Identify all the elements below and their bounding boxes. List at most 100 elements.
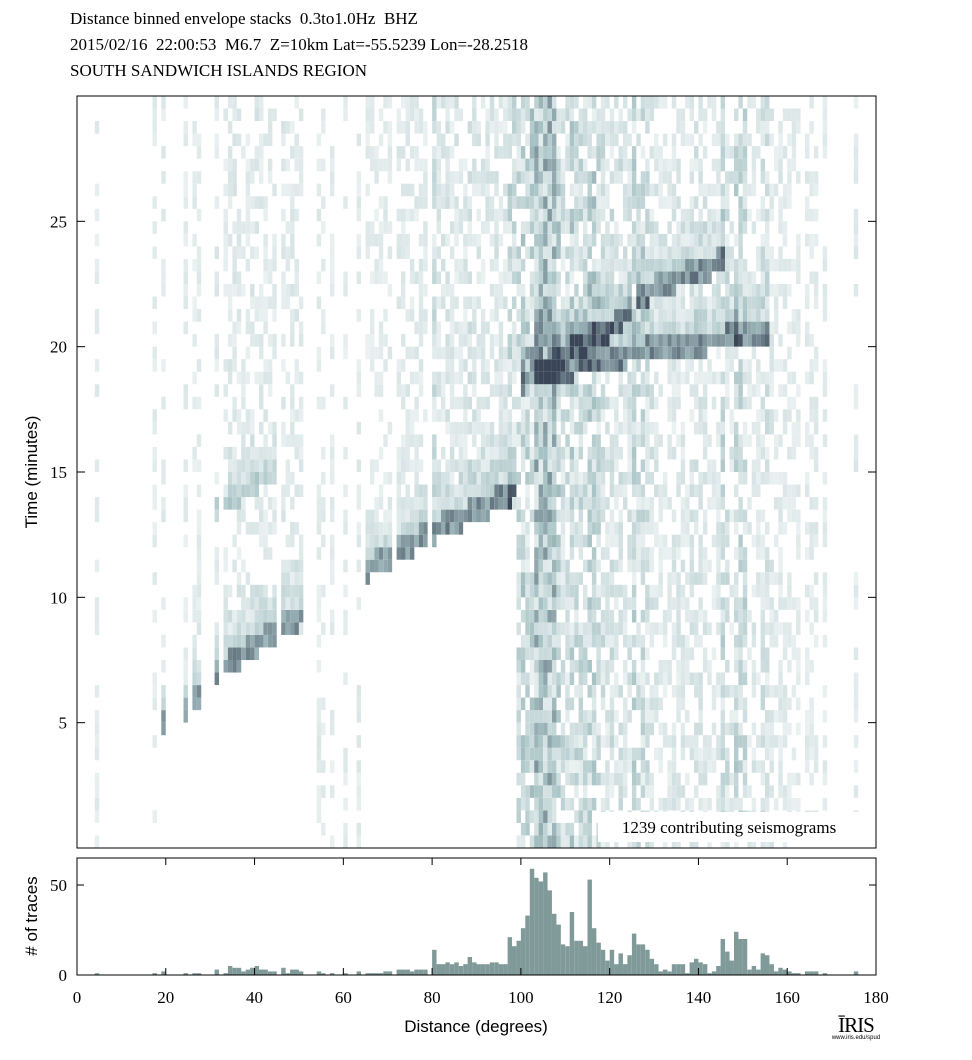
heatmap-cell <box>543 760 548 773</box>
heatmap-cell <box>787 108 792 122</box>
heatmap-cell <box>565 584 570 598</box>
histogram-bar <box>547 890 552 975</box>
heatmap-cell <box>791 108 797 122</box>
heatmap-cell <box>734 183 739 197</box>
heatmap-cell <box>520 572 526 585</box>
heatmap-cell <box>330 722 335 736</box>
heatmap-cell <box>512 246 517 259</box>
heatmap-cell <box>259 421 264 435</box>
heatmap-cell <box>578 121 584 134</box>
heatmap-cell <box>498 208 504 222</box>
heatmap-cell <box>387 346 393 360</box>
heatmap-cell <box>467 421 473 435</box>
heatmap-cell <box>805 421 810 435</box>
heatmap-cell <box>543 309 548 322</box>
heatmap-cell <box>587 559 592 573</box>
heatmap-cell <box>671 196 677 209</box>
heatmap-cell <box>791 434 797 447</box>
heatmap-cell <box>711 96 717 109</box>
heatmap-cell <box>596 534 601 548</box>
heatmap-cell <box>720 421 726 435</box>
heatmap-cell <box>454 171 459 184</box>
heatmap-cell <box>409 509 415 523</box>
histogram-bar <box>214 969 220 975</box>
heatmap-cell <box>769 133 774 147</box>
heatmap-cell <box>236 634 242 648</box>
heatmap-cell <box>734 735 739 748</box>
heatmap-cell <box>809 597 814 610</box>
heatmap-cell <box>578 797 584 811</box>
heatmap-cell <box>658 271 663 285</box>
heatmap-cell <box>596 321 601 335</box>
heatmap-cell <box>192 685 197 698</box>
heatmap-cell <box>552 233 557 247</box>
heatmap-cell <box>738 158 743 172</box>
heatmap-cell <box>387 171 393 184</box>
heatmap-cell <box>711 497 717 510</box>
heatmap-cell <box>640 171 646 184</box>
heatmap-cell <box>782 484 788 498</box>
heatmap-cell <box>272 284 277 297</box>
heatmap-cell <box>765 547 770 560</box>
heatmap-cell <box>152 735 157 748</box>
heatmap-cell <box>734 522 739 535</box>
heatmap-cell <box>623 472 628 485</box>
heatmap-cell <box>552 183 557 197</box>
heatmap-cell <box>760 158 766 172</box>
histogram-bar <box>378 973 384 975</box>
heatmap-cell <box>534 822 539 836</box>
heatmap-cell <box>600 685 606 698</box>
heatmap-cell <box>529 384 535 397</box>
heatmap-cell <box>614 772 619 786</box>
heatmap-cell <box>560 183 566 197</box>
histogram-bar <box>773 971 779 975</box>
heatmap-cell <box>267 522 273 535</box>
heatmap-cell <box>583 334 588 347</box>
heatmap-cell <box>552 547 557 560</box>
heatmap-cell <box>596 634 601 648</box>
heatmap-cell <box>565 822 570 836</box>
heatmap-cell <box>378 233 384 247</box>
heatmap-cell <box>543 822 548 836</box>
heatmap-cell <box>694 233 699 247</box>
heatmap-cell <box>716 183 721 197</box>
heatmap-cell <box>773 409 779 422</box>
heatmap-cell <box>671 772 677 786</box>
heatmap-cell <box>649 258 655 272</box>
heatmap-cell <box>742 121 748 134</box>
heatmap-cell <box>773 359 779 372</box>
heatmap-cell <box>183 296 188 310</box>
heatmap-cell <box>809 497 814 510</box>
heatmap-cell <box>574 133 579 147</box>
heatmap-cell <box>680 271 686 285</box>
heatmap-cell <box>552 384 557 397</box>
heatmap-cell <box>809 697 814 711</box>
heatmap-cell <box>401 271 406 285</box>
heatmap-cell <box>711 321 717 335</box>
heatmap-cell <box>667 497 672 510</box>
heatmap-cell <box>583 208 588 222</box>
heatmap-cell <box>494 108 499 122</box>
heatmap-cell <box>640 221 646 234</box>
heatmap-cell <box>809 334 814 347</box>
heatmap-cell <box>636 522 641 535</box>
heatmap-cell <box>645 96 650 109</box>
heatmap-cell <box>631 747 637 761</box>
heatmap-cell <box>285 584 291 598</box>
heatmap-cell <box>436 183 442 197</box>
heatmap-cell <box>245 258 251 272</box>
heatmap-cell <box>343 396 348 410</box>
heatmap-cell <box>316 597 322 610</box>
heatmap-cell <box>676 196 681 209</box>
heatmap-cell <box>725 208 730 222</box>
heatmap-cell <box>343 284 348 297</box>
heatmap-cell <box>330 233 335 247</box>
heatmap-cell <box>236 584 242 598</box>
heatmap-cell <box>516 146 521 159</box>
heatmap-cell <box>769 284 774 297</box>
heatmap-cell <box>241 634 246 648</box>
histogram-bar <box>623 964 628 975</box>
heatmap-cell <box>569 584 575 598</box>
heatmap-cell <box>707 797 712 811</box>
